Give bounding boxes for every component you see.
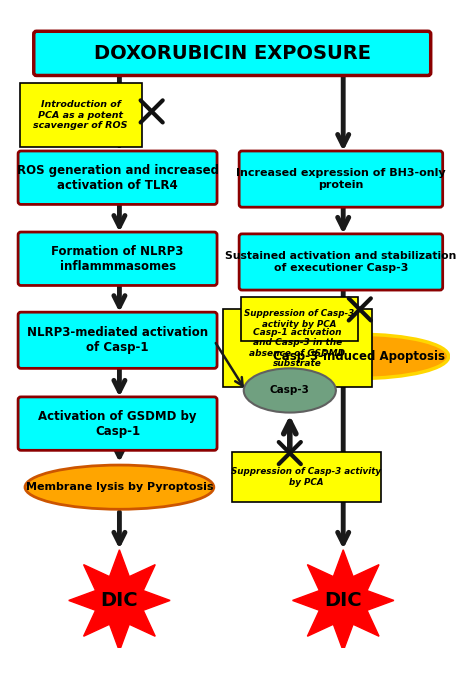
Text: NLRP3-mediated activation
of Casp-1: NLRP3-mediated activation of Casp-1 — [27, 326, 208, 354]
Text: Casp-3: Casp-3 — [270, 385, 310, 396]
Text: DIC: DIC — [324, 591, 362, 610]
Text: Sustained activation and stabilization
of executioner Casp-3: Sustained activation and stabilization o… — [225, 251, 456, 273]
FancyBboxPatch shape — [241, 298, 358, 341]
FancyBboxPatch shape — [18, 397, 217, 450]
FancyBboxPatch shape — [18, 312, 217, 369]
Text: DIC: DIC — [100, 591, 138, 610]
Text: Casp-3-induced Apoptosis: Casp-3-induced Apoptosis — [273, 350, 445, 363]
Text: Activation of GSDMD by
Casp-1: Activation of GSDMD by Casp-1 — [38, 410, 197, 437]
FancyBboxPatch shape — [239, 234, 443, 290]
Text: Suppression of Casp-3
activity by PCA: Suppression of Casp-3 activity by PCA — [244, 309, 355, 329]
FancyBboxPatch shape — [232, 452, 381, 502]
Text: ROS generation and increased
activation of TLR4: ROS generation and increased activation … — [17, 164, 219, 192]
FancyBboxPatch shape — [20, 83, 142, 147]
Ellipse shape — [244, 369, 336, 412]
Text: Increased expression of BH3-only
protein: Increased expression of BH3-only protein — [236, 168, 446, 190]
Text: Suppression of Casp-3 activity
by PCA: Suppression of Casp-3 activity by PCA — [231, 467, 382, 487]
Ellipse shape — [269, 334, 449, 379]
FancyBboxPatch shape — [18, 151, 217, 205]
FancyBboxPatch shape — [223, 309, 372, 387]
FancyBboxPatch shape — [34, 31, 431, 76]
Polygon shape — [69, 550, 170, 651]
Text: Introduction of
PCA as a potent
scavenger of ROS: Introduction of PCA as a potent scavenge… — [34, 100, 128, 130]
Text: DOXORUBICIN EXPOSURE: DOXORUBICIN EXPOSURE — [94, 44, 371, 63]
Text: Formation of NLRP3
inflammmasomes: Formation of NLRP3 inflammmasomes — [51, 245, 184, 273]
Ellipse shape — [25, 465, 214, 509]
Text: Casp-1 activation
and Casp-3 in the
absence of GSDMD
substrate: Casp-1 activation and Casp-3 in the abse… — [249, 328, 345, 368]
FancyBboxPatch shape — [239, 151, 443, 207]
Polygon shape — [292, 550, 394, 651]
FancyBboxPatch shape — [18, 232, 217, 286]
Text: Membrane lysis by Pyroptosis: Membrane lysis by Pyroptosis — [26, 482, 213, 492]
